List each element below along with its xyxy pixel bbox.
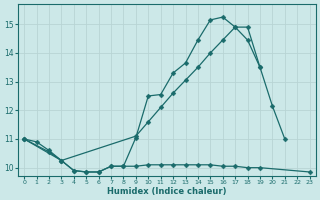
X-axis label: Humidex (Indice chaleur): Humidex (Indice chaleur) — [107, 187, 227, 196]
